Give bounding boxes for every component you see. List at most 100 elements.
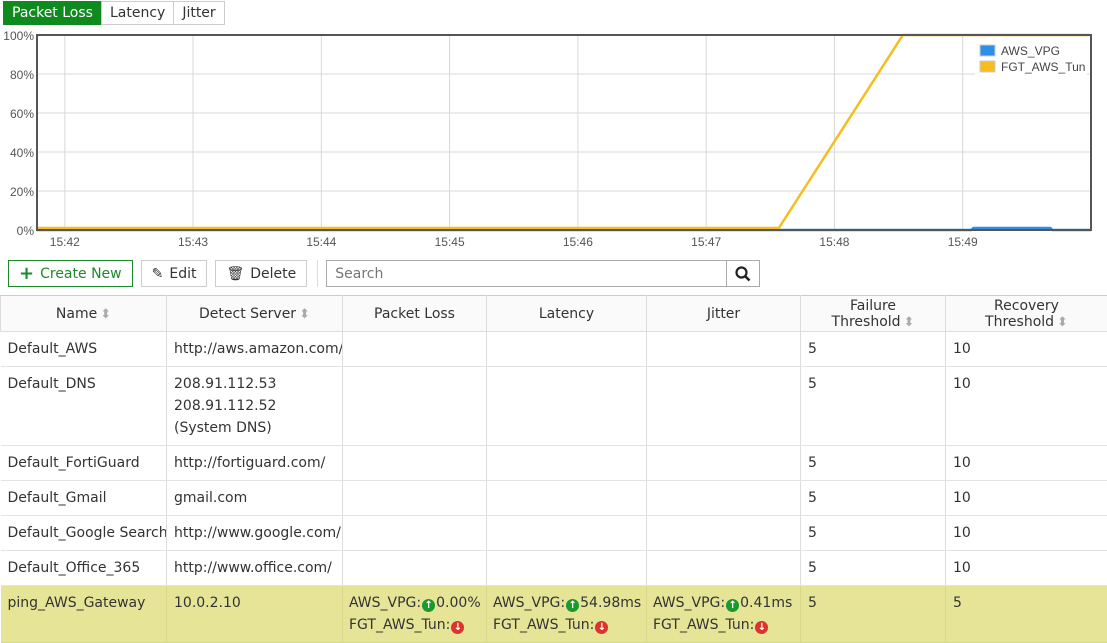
y-tick-label: 100% <box>3 29 34 43</box>
failure-threshold-cell: 5 <box>801 551 946 586</box>
x-tick-label: 15:44 <box>306 235 336 249</box>
column-header-label: Recovery Threshold <box>985 298 1059 330</box>
latency-cell <box>487 481 647 516</box>
column-header: Jitter <box>647 296 801 332</box>
arrow-down-icon: ↓ <box>595 621 608 634</box>
recovery-threshold-cell: 10 <box>946 481 1107 516</box>
member-status: FGT_AWS_Tun:↓ <box>349 614 480 636</box>
member-status: AWS_VPG:↑54.98ms <box>493 592 640 614</box>
detect-server-cell: http://www.google.com/ <box>167 516 343 551</box>
name-cell: Default_Google Search <box>1 516 167 551</box>
member-status: FGT_AWS_Tun:↓ <box>493 614 640 636</box>
name-cell: Default_FortiGuard <box>1 446 167 481</box>
latency-cell <box>487 367 647 446</box>
column-header: Packet Loss <box>343 296 487 332</box>
x-tick-label: 15:48 <box>819 235 849 249</box>
column-header[interactable]: Failure Threshold⬍ <box>801 296 946 332</box>
jitter-cell <box>647 481 801 516</box>
name-cell: ping_AWS_Gateway <box>1 586 167 643</box>
jitter-cell <box>647 332 801 367</box>
packet-loss-cell <box>343 481 487 516</box>
x-tick-label: 15:45 <box>435 235 465 249</box>
x-tick-label: 15:47 <box>691 235 721 249</box>
create-new-label: Create New <box>40 266 122 282</box>
y-tick-label: 80% <box>10 68 34 82</box>
member-name: FGT_AWS_Tun: <box>349 617 450 633</box>
plot-frame <box>37 35 1091 230</box>
chart-tabs: Packet Loss Latency Jitter <box>3 1 224 25</box>
detect-server-cell: gmail.com <box>167 481 343 516</box>
detect-server-cell: http://aws.amazon.com/ <box>167 332 343 367</box>
member-status: AWS_VPG:↑0.00% <box>349 592 480 614</box>
arrow-down-icon: ↓ <box>451 621 464 634</box>
y-tick-label: 20% <box>10 185 34 199</box>
recovery-threshold-cell: 10 <box>946 367 1107 446</box>
column-header[interactable]: Detect Server⬍ <box>167 296 343 332</box>
name-cell: Default_Office_365 <box>1 551 167 586</box>
member-status: FGT_AWS_Tun:↓ <box>653 614 794 636</box>
search-button[interactable] <box>726 261 759 286</box>
jitter-cell <box>647 367 801 446</box>
x-tick-label: 15:46 <box>563 235 593 249</box>
legend-swatch <box>980 45 995 56</box>
failure-threshold-cell: 5 <box>801 367 946 446</box>
plus-icon: + <box>19 263 34 284</box>
recovery-threshold-cell: 10 <box>946 332 1107 367</box>
packet-loss-cell <box>343 332 487 367</box>
delete-button[interactable]: 🗑Delete <box>215 260 307 287</box>
sort-icon[interactable]: ⬍ <box>299 307 310 322</box>
sort-icon[interactable]: ⬍ <box>904 315 915 330</box>
latency-cell <box>487 516 647 551</box>
edit-button[interactable]: ✎Edit <box>141 260 208 287</box>
column-header: Latency <box>487 296 647 332</box>
member-value: 54.98ms <box>580 595 641 611</box>
packet-loss-cell <box>343 367 487 446</box>
member-name: AWS_VPG: <box>493 595 565 611</box>
recovery-threshold-cell: 10 <box>946 551 1107 586</box>
member-name: AWS_VPG: <box>349 595 421 611</box>
sort-icon[interactable]: ⬍ <box>100 307 111 322</box>
jitter-cell <box>647 516 801 551</box>
column-header-label: Name <box>56 306 97 322</box>
create-new-button[interactable]: + Create New <box>8 260 133 287</box>
failure-threshold-cell: 5 <box>801 586 946 643</box>
search-icon <box>735 266 751 282</box>
legend-swatch <box>980 61 995 72</box>
x-tick-label: 15:42 <box>50 235 80 249</box>
column-header-label: Failure Threshold <box>832 298 901 330</box>
legend-label: FGT_AWS_Tun <box>1001 60 1085 74</box>
member-status: AWS_VPG:↑0.41ms <box>653 592 794 614</box>
member-value: 0.00% <box>436 595 480 611</box>
latency-cell <box>487 551 647 586</box>
arrow-up-icon: ↑ <box>422 599 435 612</box>
detect-server-cell: http://www.office.com/ <box>167 551 343 586</box>
sort-icon[interactable]: ⬍ <box>1057 315 1068 330</box>
name-cell: Default_Gmail <box>1 481 167 516</box>
detect-server-cell: http://fortiguard.com/ <box>167 446 343 481</box>
pencil-icon: ✎ <box>152 266 164 282</box>
tab-packet-loss[interactable]: Packet Loss <box>3 1 102 25</box>
tab-jitter[interactable]: Jitter <box>173 1 224 25</box>
packet-loss-cell <box>343 516 487 551</box>
y-tick-label: 0% <box>17 224 35 238</box>
jitter-cell <box>647 446 801 481</box>
tab-latency[interactable]: Latency <box>101 1 174 25</box>
latency-cell <box>487 332 647 367</box>
search-input[interactable] <box>327 261 726 286</box>
packet-loss-cell <box>343 551 487 586</box>
jitter-cell <box>647 551 801 586</box>
column-header[interactable]: Recovery Threshold⬍ <box>946 296 1107 332</box>
column-header[interactable]: Name⬍ <box>1 296 167 332</box>
name-cell: Default_AWS <box>1 332 167 367</box>
failure-threshold-cell: 5 <box>801 481 946 516</box>
member-name: FGT_AWS_Tun: <box>493 617 594 633</box>
column-header-label: Latency <box>539 306 594 322</box>
